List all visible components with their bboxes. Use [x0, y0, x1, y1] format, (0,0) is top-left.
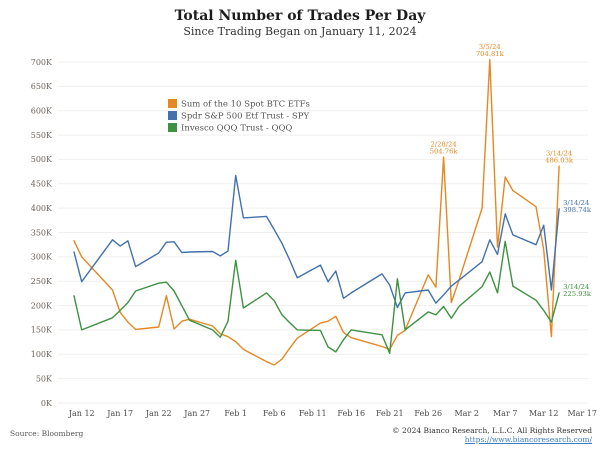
legend-label-spy: Spdr S&P 500 Etf Trust - SPY [181, 112, 309, 122]
series-line-btc [73, 59, 560, 366]
svg-text:398.74k: 398.74k [563, 206, 592, 214]
legend-label-btc: Sum of the 10 Spot BTC ETFs [181, 100, 310, 110]
legend-item-qqq: Invesco QQQ Trust - QQQ [168, 123, 292, 134]
copyright-label: © 2024 Bianco Research, L.L.C. All Right… [392, 426, 592, 435]
x-tick-label: Feb 16 [337, 409, 365, 418]
website-link[interactable]: https://www.biancoresearch.com/ [464, 435, 592, 444]
gridlines [58, 61, 588, 404]
y-tick-label: 250K [31, 277, 53, 286]
x-tick-label: Feb 1 [224, 409, 247, 418]
svg-text:3/14/24: 3/14/24 [546, 150, 572, 158]
y-tick-label: 650K [31, 82, 53, 91]
y-tick-label: 500K [31, 155, 53, 164]
x-tick-label: Jan 12 [68, 409, 95, 418]
x-tick-label: Jan 22 [145, 409, 172, 418]
svg-text:704.81k: 704.81k [476, 50, 505, 58]
svg-text:225.93k: 225.93k [563, 290, 592, 298]
y-tick-label: 0K [41, 399, 53, 408]
legend-item-btc: Sum of the 10 Spot BTC ETFs [168, 99, 310, 110]
x-tick-label: Feb 11 [299, 409, 327, 418]
y-tick-label: 550K [31, 131, 53, 140]
x-tick-label: Mar 17 [567, 409, 597, 418]
svg-text:2/28/24: 2/28/24 [430, 141, 456, 149]
legend-label-qqq: Invesco QQQ Trust - QQQ [181, 124, 292, 134]
y-tick-label: 600K [31, 107, 53, 116]
legend-item-spy: Spdr S&P 500 Etf Trust - SPY [168, 111, 309, 122]
svg-text:3/14/24: 3/14/24 [563, 199, 589, 207]
legend-swatch-btc [168, 99, 177, 108]
series-line-spy [73, 174, 560, 309]
y-tick-label: 450K [31, 180, 53, 189]
legend-swatch-spy [168, 111, 177, 120]
x-axis-labels: Jan 12 Jan 17 Jan 22 Jan 27 Feb 1 Feb 6 Feb 11… [68, 409, 597, 418]
svg-text:3/14/24: 3/14/24 [563, 283, 589, 291]
source-label: Source: Bloomberg [10, 429, 84, 438]
y-tick-label: 200K [31, 301, 53, 310]
footer-right: © 2024 Bianco Research, L.L.C. All Right… [392, 426, 592, 444]
y-axis-labels: 0K 50K 100K 150K 200K 250K 300K 350K 400K 450K 500… [31, 58, 53, 408]
x-tick-label: Jan 27 [183, 409, 210, 418]
y-tick-label: 150K [31, 326, 53, 335]
svg-text:504.76k: 504.76k [430, 148, 459, 156]
legend: Sum of the 10 Spot BTC ETFs Spdr S&P 500 … [168, 99, 310, 134]
x-tick-label: Jan 17 [106, 409, 133, 418]
svg-text:486.03k: 486.03k [545, 157, 574, 165]
y-tick-label: 100K [31, 350, 53, 359]
svg-text:3/5/24: 3/5/24 [479, 43, 501, 51]
y-tick-label: 350K [31, 228, 53, 237]
series-line-qqq [73, 240, 560, 354]
chart-title: Total Number of Trades Per Day [174, 8, 426, 24]
x-tick-label: Mar 12 [529, 409, 559, 418]
legend-swatch-qqq [168, 123, 177, 132]
x-tick-label: Feb 6 [263, 409, 286, 418]
y-tick-label: 50K [36, 374, 53, 383]
chart-subtitle: Since Trading Began on January 11, 2024 [183, 25, 417, 38]
x-tick-label: Mar 2 [454, 409, 478, 418]
y-tick-label: 700K [31, 58, 53, 67]
x-tick-label: Feb 26 [414, 409, 442, 418]
y-tick-label: 300K [31, 253, 53, 262]
x-tick-label: Mar 7 [493, 409, 517, 418]
x-tick-label: Feb 21 [376, 409, 404, 418]
y-tick-label: 400K [31, 204, 53, 213]
